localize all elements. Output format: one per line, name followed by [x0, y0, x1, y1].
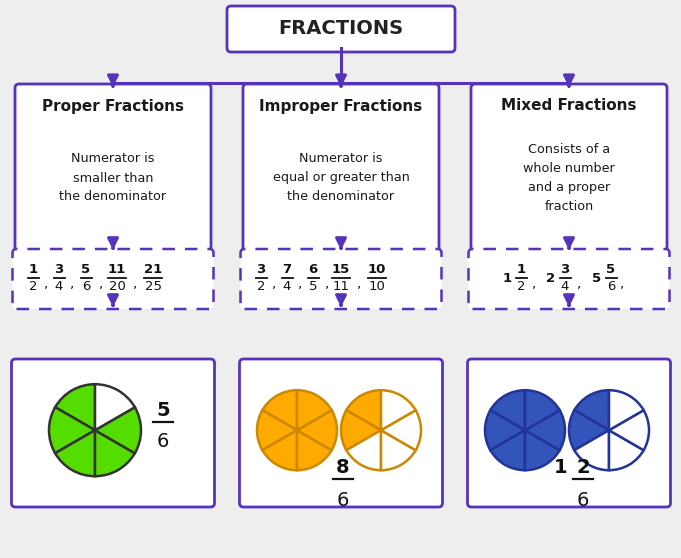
Text: Numerator is
equal or greater than
the denominator: Numerator is equal or greater than the d… [272, 152, 409, 204]
Text: 3: 3 [560, 263, 569, 276]
FancyBboxPatch shape [240, 249, 441, 309]
Text: 3: 3 [54, 263, 63, 276]
Text: ,: , [70, 276, 75, 290]
Wedge shape [55, 430, 95, 476]
Wedge shape [609, 430, 644, 470]
Text: 6: 6 [577, 491, 589, 510]
Wedge shape [574, 430, 609, 470]
Wedge shape [95, 384, 135, 430]
FancyBboxPatch shape [467, 359, 671, 507]
Text: 1: 1 [503, 272, 511, 286]
Text: 6: 6 [607, 280, 615, 293]
Wedge shape [297, 430, 332, 470]
Wedge shape [569, 410, 609, 450]
Text: 7: 7 [283, 263, 291, 276]
Wedge shape [297, 410, 337, 450]
FancyBboxPatch shape [243, 84, 439, 252]
Wedge shape [525, 430, 560, 470]
Wedge shape [49, 407, 95, 453]
FancyBboxPatch shape [471, 84, 667, 252]
Text: 8: 8 [336, 458, 350, 477]
Text: 4: 4 [283, 280, 291, 293]
Text: 3: 3 [256, 263, 266, 276]
Text: 5: 5 [156, 401, 170, 420]
Text: ,: , [298, 276, 302, 290]
Text: Consists of a
whole number
and a proper
fraction: Consists of a whole number and a proper … [523, 143, 615, 213]
Wedge shape [609, 410, 649, 450]
Text: 6: 6 [157, 432, 169, 451]
Text: ,: , [272, 276, 276, 290]
Text: 6: 6 [308, 263, 317, 276]
Text: 25: 25 [144, 280, 161, 293]
Wedge shape [381, 390, 415, 430]
Wedge shape [347, 430, 381, 470]
Wedge shape [490, 430, 525, 470]
Text: FRACTIONS: FRACTIONS [279, 18, 404, 37]
Text: 11: 11 [332, 280, 349, 293]
Text: 2: 2 [517, 280, 525, 293]
Text: 15: 15 [332, 263, 350, 276]
Wedge shape [297, 390, 332, 430]
Text: 1: 1 [29, 263, 37, 276]
Text: ,: , [577, 276, 581, 290]
FancyBboxPatch shape [227, 6, 455, 52]
Wedge shape [609, 390, 644, 430]
Text: ,: , [532, 276, 536, 290]
Text: 4: 4 [561, 280, 569, 293]
Text: 6: 6 [337, 491, 349, 510]
Text: ,: , [133, 276, 137, 290]
Text: 5: 5 [592, 272, 601, 286]
Text: Mixed Fractions: Mixed Fractions [501, 99, 637, 113]
Text: 2: 2 [257, 280, 266, 293]
Wedge shape [381, 410, 421, 450]
FancyBboxPatch shape [12, 359, 215, 507]
Text: Numerator is
smaller than
the denominator: Numerator is smaller than the denominato… [59, 152, 167, 204]
Text: 10: 10 [368, 280, 385, 293]
Text: 5: 5 [607, 263, 616, 276]
Text: 2: 2 [546, 272, 556, 286]
Text: 6: 6 [82, 280, 90, 293]
Wedge shape [95, 430, 135, 476]
Text: Improper Fractions: Improper Fractions [259, 99, 423, 113]
Text: ,: , [325, 276, 329, 290]
Wedge shape [262, 390, 297, 430]
Text: 20: 20 [108, 280, 125, 293]
Text: 2: 2 [29, 280, 37, 293]
Wedge shape [95, 407, 141, 453]
Wedge shape [525, 410, 565, 450]
Text: 5: 5 [308, 280, 317, 293]
Wedge shape [341, 410, 381, 450]
FancyBboxPatch shape [15, 84, 211, 252]
Text: ,: , [44, 276, 48, 290]
Wedge shape [262, 430, 297, 470]
Wedge shape [574, 390, 609, 430]
FancyBboxPatch shape [12, 249, 214, 309]
Wedge shape [525, 390, 560, 430]
Wedge shape [490, 390, 525, 430]
Text: 4: 4 [54, 280, 63, 293]
Text: 1: 1 [554, 458, 568, 477]
Wedge shape [347, 390, 381, 430]
Text: 10: 10 [368, 263, 386, 276]
Text: 1: 1 [516, 263, 526, 276]
FancyBboxPatch shape [240, 359, 443, 507]
Text: Proper Fractions: Proper Fractions [42, 99, 184, 113]
Wedge shape [55, 384, 95, 430]
Wedge shape [257, 410, 297, 450]
Wedge shape [485, 410, 525, 450]
Text: 11: 11 [108, 263, 126, 276]
FancyBboxPatch shape [469, 249, 669, 309]
Text: ,: , [357, 276, 361, 290]
Text: 21: 21 [144, 263, 162, 276]
Text: 5: 5 [82, 263, 91, 276]
Text: ,: , [620, 276, 624, 290]
Text: ,: , [99, 276, 104, 290]
Wedge shape [381, 430, 415, 470]
Text: 2: 2 [576, 458, 590, 477]
